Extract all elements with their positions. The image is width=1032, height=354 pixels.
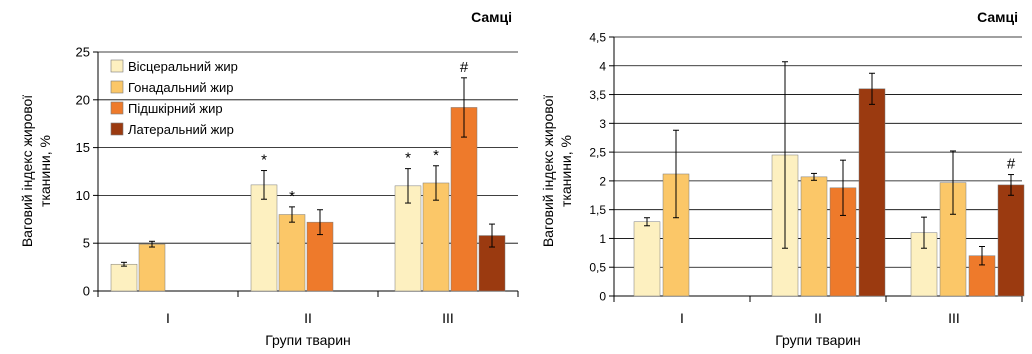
bar (278, 214, 306, 292)
y-tick-label: 2 (599, 174, 606, 188)
significance-mark: * (261, 152, 267, 169)
legend-label: Гонадальний жир (128, 80, 234, 95)
bar (633, 221, 661, 297)
y-axis-label: Ваговий індекс жирової тканини, % (19, 95, 53, 247)
significance-mark: * (405, 150, 411, 167)
legend-label: Латеральний жир (128, 122, 234, 137)
significance-mark: * (289, 188, 295, 205)
significance-mark: # (1007, 156, 1016, 173)
legend: Вісцеральний жир Гонадальний жир Підшкірни… (110, 59, 238, 137)
y-axis-label: Ваговий індекс жирової тканини, % (540, 95, 574, 247)
chart-2: 00,511,522,533,544,5I II III#СамціВаговий … (540, 9, 1025, 348)
x-category-label: I (166, 310, 170, 326)
x-axis-label: Групи тварин (775, 332, 861, 348)
x-category-label: III (948, 310, 960, 326)
legend-label: Підшкірний жир (128, 101, 223, 116)
legend-swatch (110, 101, 124, 115)
x-axis-label: Групи тварин (265, 332, 351, 348)
x-category-label: II (304, 310, 312, 326)
x-category-label: I (680, 310, 684, 326)
y-tick-label: 20 (76, 92, 90, 107)
bar (110, 263, 138, 292)
y-tick-label: 15 (76, 140, 90, 155)
chart-title: Самці (471, 9, 512, 25)
bar (450, 107, 478, 292)
y-tick-label: 3 (599, 117, 606, 131)
y-tick-label: 10 (76, 188, 90, 203)
y-tick-label: 0 (599, 290, 606, 304)
bar (250, 184, 278, 292)
y-tick-label: 0 (83, 284, 90, 299)
y-tick-label: 0,5 (589, 261, 606, 275)
y-tick-label: 4,5 (589, 31, 606, 45)
y-tick-label: 1,5 (589, 203, 606, 217)
bar (997, 184, 1025, 297)
y-tick-label: 3,5 (589, 88, 606, 102)
bar (858, 88, 886, 297)
y-tick-label: 1 (599, 232, 606, 246)
significance-mark: # (460, 59, 469, 76)
legend-swatch (110, 122, 124, 136)
legend-swatch (110, 59, 124, 73)
y-tick-label: 25 (76, 45, 90, 60)
bar (138, 243, 166, 292)
significance-mark: * (433, 147, 439, 164)
bar (800, 176, 828, 297)
legend-swatch (110, 80, 124, 94)
y-tick-label: 5 (83, 236, 90, 251)
x-category-label: III (442, 310, 454, 326)
y-tick-label: 2,5 (589, 146, 606, 160)
chart-title: Самці (977, 9, 1018, 25)
y-tick-label: 4 (599, 59, 606, 73)
legend-label: Вісцеральний жир (128, 59, 238, 74)
x-category-label: II (814, 310, 822, 326)
bar (422, 182, 450, 292)
